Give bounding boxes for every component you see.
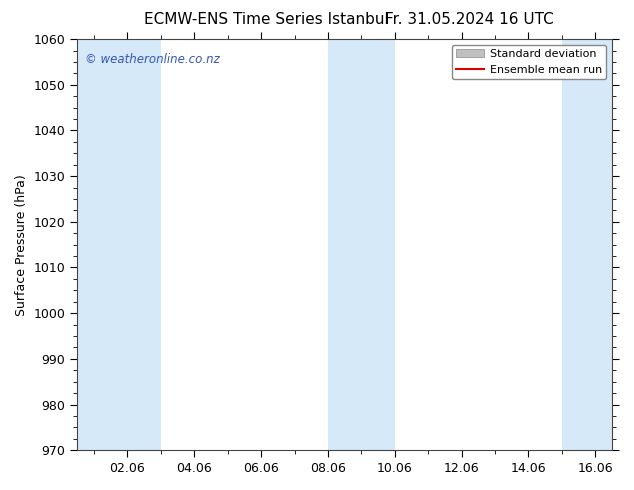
Bar <box>127 39 161 450</box>
Text: © weatheronline.co.nz: © weatheronline.co.nz <box>85 53 220 67</box>
Text: ECMW-ENS Time Series Istanbul: ECMW-ENS Time Series Istanbul <box>144 12 389 27</box>
Legend: Standard deviation, Ensemble mean run: Standard deviation, Ensemble mean run <box>452 45 607 79</box>
Bar <box>77 39 127 450</box>
Text: Fr. 31.05.2024 16 UTC: Fr. 31.05.2024 16 UTC <box>385 12 553 27</box>
Y-axis label: Surface Pressure (hPa): Surface Pressure (hPa) <box>15 174 28 316</box>
Bar <box>328 39 395 450</box>
Bar <box>562 39 612 450</box>
